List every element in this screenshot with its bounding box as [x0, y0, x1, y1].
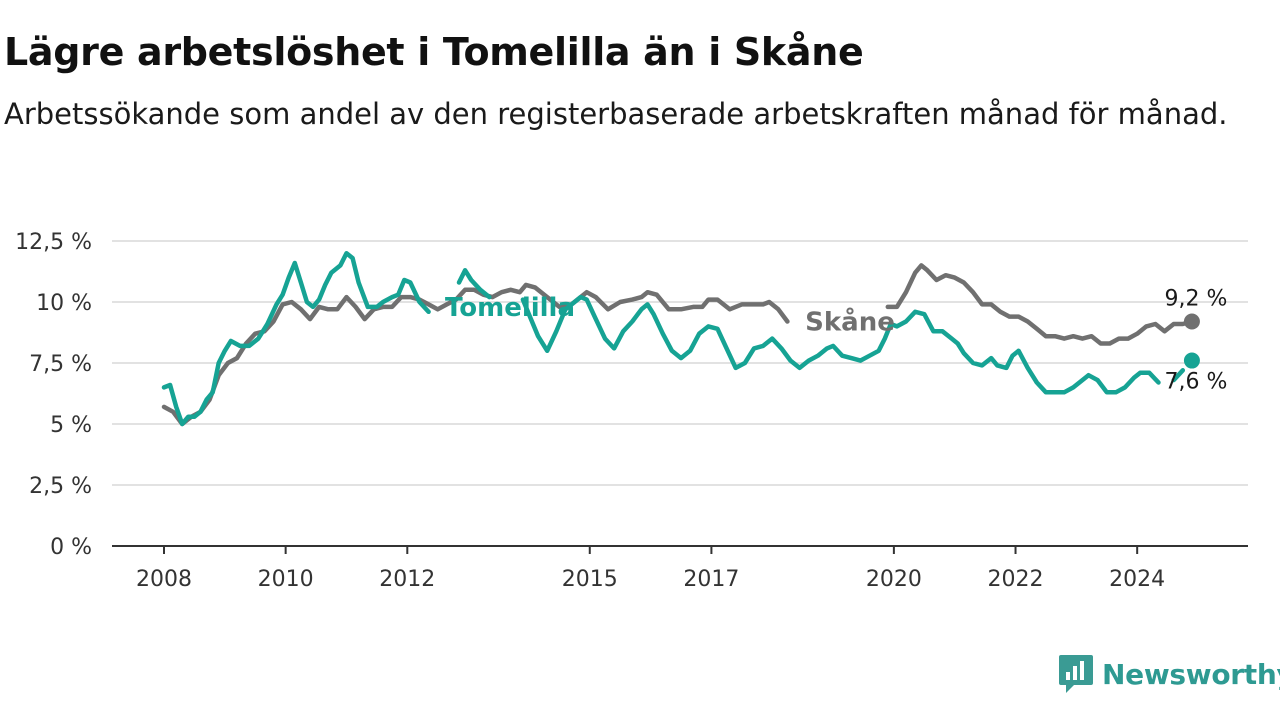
tomelilla-series-label: Tomelilla: [445, 293, 575, 323]
skane-series-label: Skåne: [805, 306, 895, 338]
end-point-marker: [1183, 313, 1200, 330]
series-line-skane: [885, 263, 1195, 346]
series-line-tomelilla: [161, 250, 431, 427]
series-line-tomelilla: [520, 294, 1161, 395]
chart-subtitle: Arbetssökande som andel av den registerb…: [4, 97, 1228, 131]
x-tick-label: 2012: [379, 567, 435, 592]
series-line-tomelilla: [1171, 368, 1186, 383]
x-axis: 2008 2010 2012 2015 2017 2020 2022 2024: [112, 545, 1248, 592]
x-tick-label: 2020: [866, 567, 922, 592]
brand-name: Newsworthy: [1102, 657, 1280, 691]
y-tick-label: 10 %: [36, 291, 92, 316]
tomelilla-end-label: 7,6 %: [1165, 370, 1228, 395]
skane-end-label: 9,2 %: [1165, 287, 1228, 312]
x-tick-label: 2008: [136, 567, 192, 592]
x-tick-label: 2017: [683, 567, 739, 592]
y-tick-label: 0 %: [50, 535, 92, 560]
y-axis-labels: 0 % 2,5 % 5 % 7,5 % 10 % 12,5 %: [15, 230, 92, 560]
end-point-marker: [1183, 352, 1200, 369]
y-tick-label: 2,5 %: [29, 474, 92, 499]
x-tick-label: 2015: [562, 567, 618, 592]
x-tick-label: 2024: [1109, 567, 1165, 592]
y-tick-label: 12,5 %: [15, 230, 92, 255]
x-tick-label: 2010: [258, 567, 314, 592]
chart-title: Lägre arbetslöshet i Tomelilla än i Skån…: [4, 30, 864, 74]
x-tick-label: 2022: [988, 567, 1044, 592]
series-lines: [161, 250, 1200, 427]
gridlines: [112, 240, 1248, 486]
y-tick-label: 5 %: [50, 413, 92, 438]
series-line-tomelilla: [456, 268, 492, 300]
newsworthy-chart-bubble-icon: [1059, 655, 1093, 693]
y-tick-label: 7,5 %: [29, 352, 92, 377]
series-labels: 9,2 % 7,6 % Tomelilla Skåne: [445, 287, 1227, 395]
newsworthy-logo: Newsworthy: [1058, 654, 1280, 694]
